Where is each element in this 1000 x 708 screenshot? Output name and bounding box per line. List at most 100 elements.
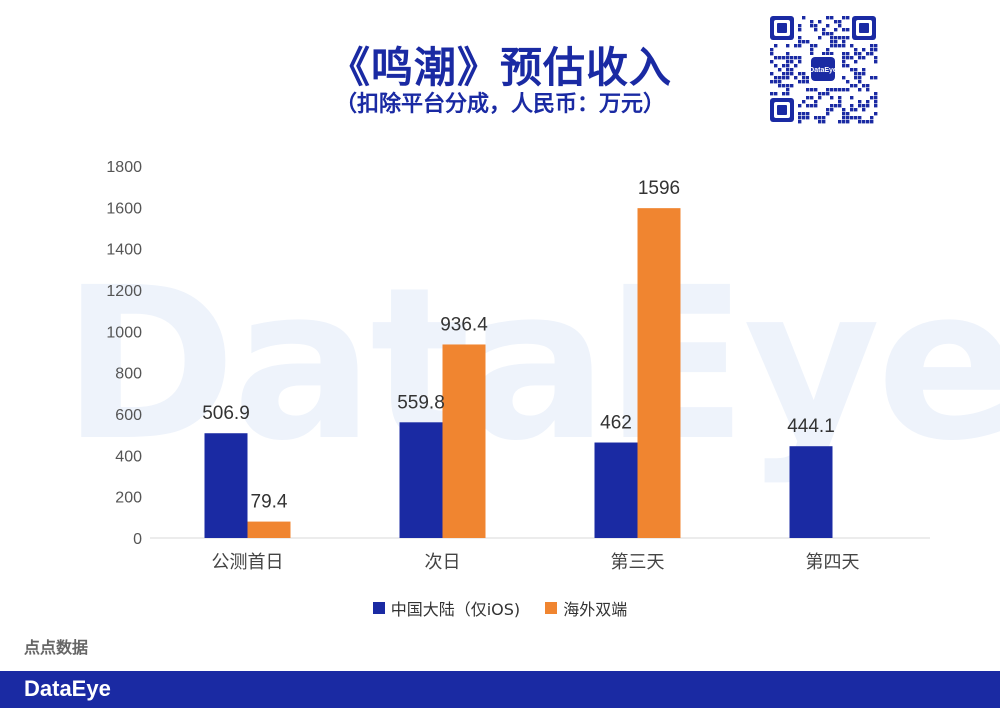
qr-module [814, 116, 818, 120]
qr-module [794, 64, 798, 68]
bar-overseas [637, 208, 681, 538]
qr-module [810, 88, 814, 92]
qr-module [818, 92, 822, 96]
qr-module [798, 56, 802, 60]
qr-module [774, 76, 778, 80]
qr-module [858, 72, 862, 76]
qr-module [854, 60, 858, 64]
qr-module [850, 108, 854, 112]
qr-module [770, 92, 774, 96]
qr-module [782, 64, 786, 68]
x-tick-label: 公测首日 [212, 552, 284, 573]
qr-module [834, 88, 838, 92]
qr-module [870, 116, 874, 120]
qr-module [802, 80, 806, 84]
y-tick-label: 400 [115, 448, 142, 465]
qr-module [830, 40, 834, 44]
qr-module [874, 48, 878, 52]
qr-module [786, 72, 790, 76]
qr-module [770, 80, 774, 84]
qr-module [830, 104, 834, 108]
qr-module [850, 84, 854, 88]
qr-module [846, 116, 850, 120]
qr-module [850, 56, 854, 60]
qr-module [874, 44, 878, 48]
qr-module [874, 104, 878, 108]
qr-module [862, 84, 866, 88]
qr-module [858, 88, 862, 92]
qr-module [858, 56, 862, 60]
qr-module [798, 36, 802, 40]
qr-module [814, 104, 818, 108]
qr-module [818, 96, 822, 100]
qr-module [870, 44, 874, 48]
qr-module [842, 36, 846, 40]
qr-module [842, 28, 846, 32]
qr-module [814, 28, 818, 32]
qr-module [874, 60, 878, 64]
legend-item-mainland: 中国大陆（仅iOS) [372, 596, 520, 620]
bar-overseas [442, 344, 486, 538]
qr-module [814, 100, 818, 104]
qr-finder-top-left [770, 16, 794, 40]
x-tick-label: 第三天 [611, 552, 665, 573]
bar-labels: 506.9 79.4 559.8 936.4 462 1596 444.1 [202, 178, 835, 512]
qr-module [850, 44, 854, 48]
y-tick-label: 800 [115, 366, 142, 383]
qr-module [782, 92, 786, 96]
qr-module [822, 28, 826, 32]
qr-module [858, 76, 862, 80]
qr-module [790, 56, 794, 60]
qr-module [806, 88, 810, 92]
data-label: 444.1 [787, 416, 835, 437]
qr-module [770, 72, 774, 76]
qr-module [854, 72, 858, 76]
qr-module [846, 28, 850, 32]
qr-module [846, 120, 850, 124]
bar-mainland [789, 446, 833, 538]
qr-center-logo: DataEye [809, 67, 837, 74]
qr-module [786, 52, 790, 56]
x-tick-label: 次日 [425, 552, 461, 573]
qr-module [842, 60, 846, 64]
qr-module [790, 68, 794, 72]
qr-module [782, 72, 786, 76]
qr-module [862, 72, 866, 76]
bar-chart: 0 200 400 600 800 1000 1200 1400 1600 1800 506.9 7… [106, 159, 930, 573]
qr-module [818, 36, 822, 40]
qr-module [874, 96, 878, 100]
qr-module [782, 56, 786, 60]
qr-module [858, 104, 862, 108]
qr-module [834, 28, 838, 32]
qr-module [806, 80, 810, 84]
qr-module [866, 88, 870, 92]
chart-subtitle: （扣除平台分成，人民币：万元） [334, 92, 665, 117]
qr-finder-top-right [852, 16, 876, 40]
qr-module [874, 76, 878, 80]
qr-module [814, 88, 818, 92]
qr-module [790, 84, 794, 88]
qr-module [810, 96, 814, 100]
qr-module [834, 20, 838, 24]
qr-module [826, 52, 830, 56]
qr-module [822, 92, 826, 96]
qr-module [798, 120, 802, 124]
qr-module [806, 96, 810, 100]
qr-module [834, 36, 838, 40]
bar-mainland [204, 433, 248, 538]
qr-module [862, 68, 866, 72]
y-tick-label: 1600 [106, 200, 142, 217]
qr-module [854, 52, 858, 56]
qr-module [870, 76, 874, 80]
qr-module [786, 88, 790, 92]
qr-module [842, 112, 846, 116]
qr-module [842, 120, 846, 124]
qr-module [786, 44, 790, 48]
qr-module [786, 76, 790, 80]
qr-module [802, 100, 806, 104]
qr-module [866, 52, 870, 56]
x-axis: 公测首日 次日 第三天 第四天 [212, 552, 860, 573]
qr-module [834, 40, 838, 44]
qr-module [802, 72, 806, 76]
qr-module [854, 116, 858, 120]
